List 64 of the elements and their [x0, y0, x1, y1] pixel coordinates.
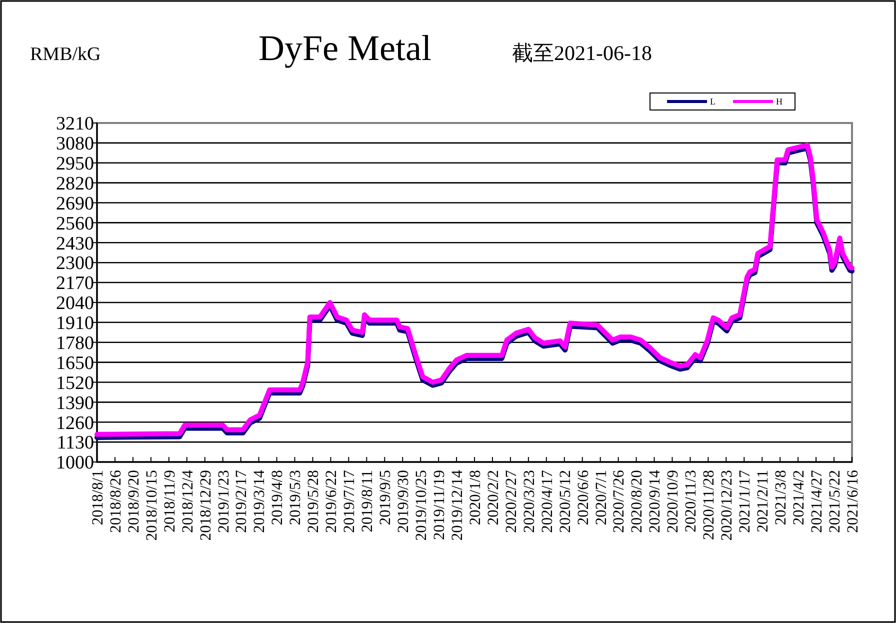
x-tick-label: 2019/7/17 [341, 470, 358, 533]
x-tick-label: 2020/11/28 [700, 470, 718, 540]
y-tick-label: 1130 [56, 432, 94, 454]
y-axis-title: RMB/kG [30, 44, 102, 65]
x-tick-label: 2019/1/23 [215, 470, 232, 533]
y-tick-label: 1650 [56, 352, 94, 374]
y-tick-label: 3210 [56, 114, 94, 135]
y-tick-label: 3080 [56, 134, 94, 155]
y-tick-label: 2950 [56, 154, 94, 175]
y-tick-label: 2300 [56, 253, 94, 274]
x-tick-label: 2019/12/14 [448, 470, 466, 541]
x-tick-label: 2020/6/6 [574, 470, 592, 526]
x-tick-label: 2020/4/17 [538, 470, 556, 533]
x-tick-label: 2018/12/4 [179, 470, 196, 533]
x-tick-label: 2019/4/8 [269, 470, 286, 526]
x-tick-label: 2020/1/8 [466, 470, 484, 526]
x-tick-label: 2021/1/17 [736, 470, 754, 533]
x-tick-label: 2021/2/11 [754, 470, 772, 532]
y-tick-label: 2430 [56, 233, 94, 254]
x-tick-label: 2021/4/27 [808, 470, 826, 533]
x-tick-label: 2019/8/11 [359, 470, 376, 532]
y-tick-label: 2560 [56, 213, 94, 234]
x-tick-label: 2020/11/3 [682, 470, 700, 532]
x-tick-label: 2021/3/8 [772, 470, 790, 526]
x-tick-label: 2020/9/14 [646, 470, 664, 533]
x-tick-label: 2020/7/1 [592, 470, 610, 526]
x-tick-label: 2018/11/9 [161, 470, 178, 532]
x-tick-label: 2019/2/17 [233, 470, 250, 533]
x-tick-label: 2019/10/25 [412, 470, 430, 541]
x-tick-label: 2019/5/28 [305, 470, 322, 533]
x-tick-label: 2021/5/22 [826, 470, 844, 533]
x-tick-label: 2019/6/22 [323, 470, 340, 533]
y-tick-label: 2820 [56, 173, 94, 194]
x-tick-label: 2019/11/19 [430, 470, 448, 540]
y-tick-label: 1780 [56, 333, 94, 354]
x-tick-label: 2020/8/20 [628, 470, 646, 533]
x-tick-label: 2021/4/2 [790, 470, 808, 526]
x-tick-label: 2020/12/23 [718, 470, 736, 541]
y-tick-label: 2170 [56, 273, 94, 294]
y-tick-label: 1520 [56, 372, 94, 394]
legend-label: L [710, 96, 716, 107]
x-tick-label: 2018/9/20 [125, 470, 142, 533]
chart-title: DyFe Metal [258, 28, 432, 68]
x-tick-label: 2019/5/3 [287, 470, 304, 526]
x-tick-label: 2019/9/5 [377, 470, 394, 526]
x-tick-label: 2021/6/16 [844, 470, 862, 533]
x-tick-label: 2018/8/26 [107, 470, 124, 533]
x-tick-label: 2018/10/15 [143, 470, 160, 541]
x-tick-label: 2019/3/14 [251, 470, 268, 533]
legend-label: H [776, 96, 783, 107]
x-tick-label: 2020/3/23 [520, 470, 538, 533]
x-tick-label: 2020/7/26 [610, 470, 628, 533]
x-tick-label: 2020/5/12 [556, 470, 574, 533]
chart-subtitle: 截至2021-06-18 [512, 41, 652, 65]
x-tick-label: 2020/2/2 [484, 470, 502, 526]
y-tick-label: 2040 [56, 293, 94, 314]
y-tick-label: 2690 [56, 193, 94, 214]
y-tick-label: 1260 [56, 412, 94, 434]
x-tick-label: 2020/2/27 [502, 470, 520, 533]
x-tick-label: 2019/9/30 [395, 470, 412, 533]
y-tick-label: 1390 [56, 392, 94, 414]
x-tick-label: 2020/10/9 [664, 470, 682, 533]
y-tick-label: 1910 [56, 313, 94, 334]
x-tick-label: 2018/12/29 [197, 470, 214, 541]
